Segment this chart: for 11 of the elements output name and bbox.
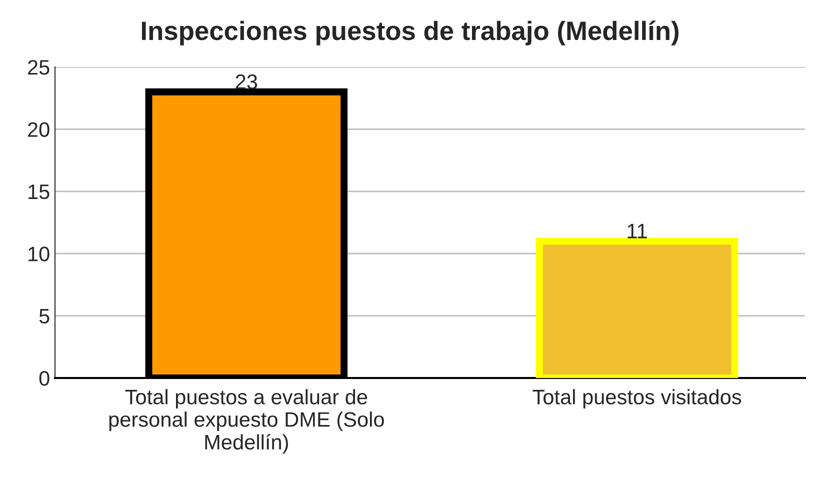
y-tick-label: 20 (28, 122, 50, 137)
data-label: 23 (236, 74, 258, 90)
y-tick-label: 0 (39, 371, 50, 386)
y-tick-label: 10 (28, 246, 50, 262)
data-label: 11 (628, 224, 647, 238)
y-tick-label: 5 (39, 309, 50, 324)
x-tick-label: Total puestos a evaluar de personal expuesto DME (Solo Medellín) (109, 389, 384, 454)
y-tick-label: 15 (28, 184, 50, 200)
x-tick-label: Total puestos visitados (532, 389, 742, 409)
chart-title: Inspecciones puestos de trabajo (Medellín) (142, 20, 679, 46)
y-tick-label: 25 (28, 60, 50, 75)
